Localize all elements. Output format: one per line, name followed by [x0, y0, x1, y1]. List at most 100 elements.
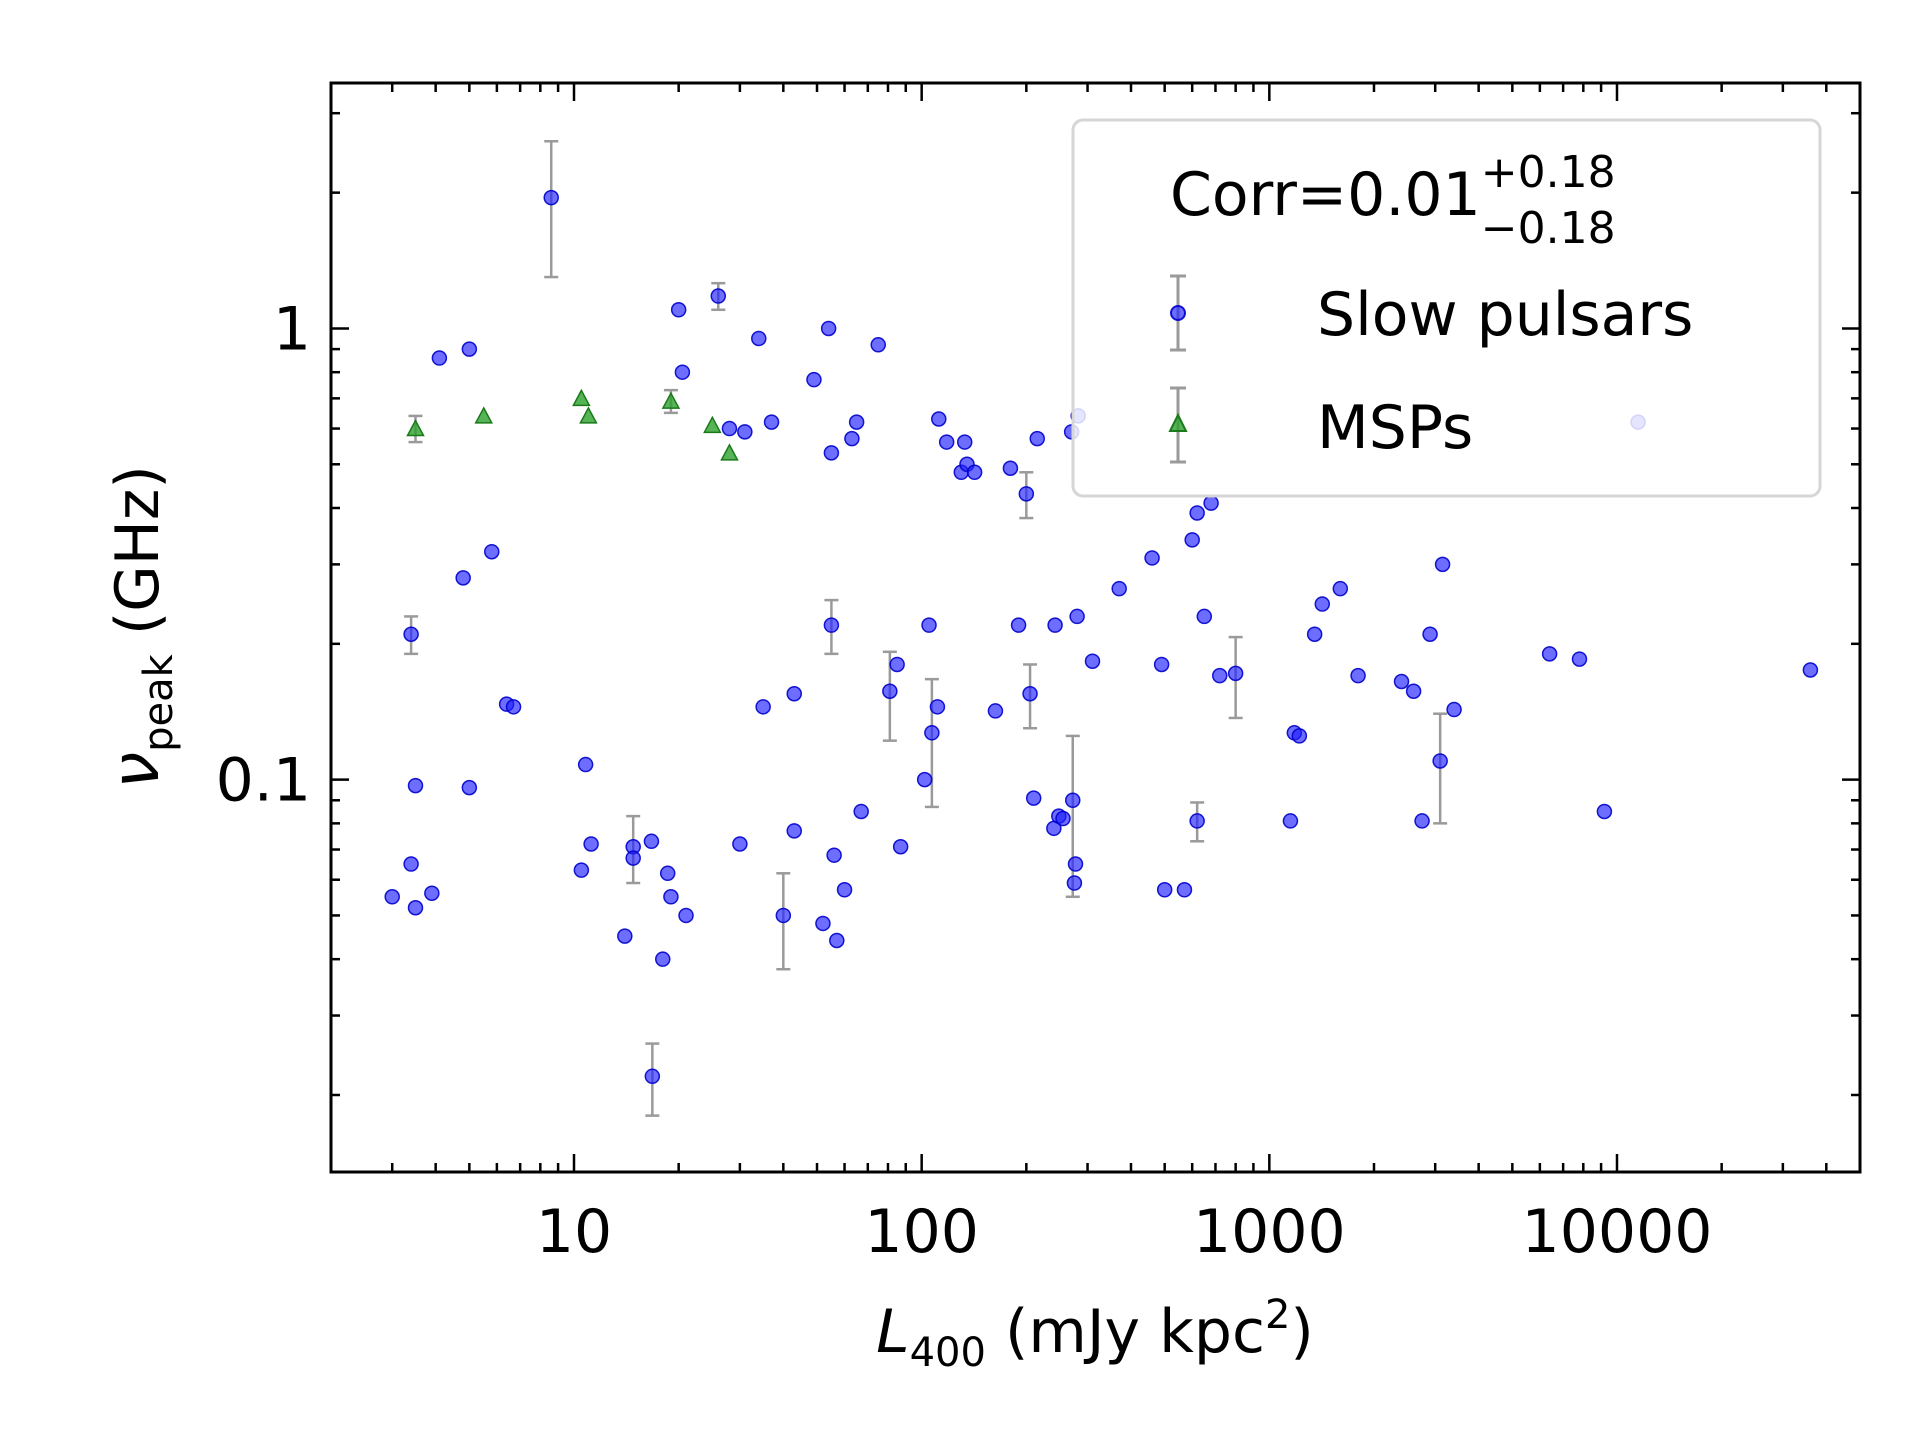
slow-pulsar-point [826, 847, 842, 863]
msp-point [720, 443, 739, 461]
slow-pulsar-point [987, 703, 1004, 719]
legend-entry-msps: MSPs [1168, 386, 1473, 464]
slow-pulsar-point [1211, 667, 1228, 684]
slow-pulsar-point [1306, 626, 1323, 643]
slow-pulsar-point [1069, 608, 1085, 625]
slow-pulsar-point [625, 850, 641, 866]
legend-box [1071, 118, 1822, 498]
slow-pulsar-point [956, 434, 973, 450]
legend-marker-msp [1168, 412, 1188, 432]
slow-pulsar-point [1203, 495, 1219, 511]
slow-pulsar-point [836, 882, 853, 898]
slow-pulsar-point [505, 699, 522, 715]
legend-label-msps: MSPs [1317, 393, 1473, 463]
slow-pulsar-point [407, 900, 424, 916]
slow-pulsar-point [674, 364, 691, 380]
slow-pulsar-point [1111, 580, 1127, 597]
slow-pulsar-point [806, 371, 822, 388]
msp-point [406, 418, 425, 437]
slow-pulsar-point [1422, 626, 1438, 643]
msp-point [579, 406, 598, 424]
slow-pulsar-point [1084, 653, 1101, 669]
slow-pulsar-point [583, 836, 599, 852]
slow-pulsar-point [786, 823, 802, 839]
slow-pulsar-point [823, 445, 840, 461]
slow-pulsar-point [755, 699, 771, 715]
x-tick-label: 100 [864, 1197, 979, 1267]
y-tick-label: 0.1 [216, 746, 311, 816]
slow-pulsar-point [670, 302, 687, 318]
slow-pulsar-point [710, 288, 727, 304]
slow-pulsar-point [1176, 882, 1193, 898]
slow-pulsar-point [424, 885, 440, 901]
slow-pulsar-point [820, 320, 837, 337]
slow-pulsar-point [1314, 596, 1331, 612]
slow-pulsar-point [678, 907, 694, 924]
slow-pulsar-point [775, 907, 792, 924]
slow-pulsar-point [1350, 667, 1366, 684]
slow-pulsar-point [1010, 617, 1027, 633]
x-tick-label: 10000 [1522, 1197, 1713, 1267]
slow-pulsar-point [844, 430, 860, 447]
slow-pulsar-point [1144, 550, 1160, 566]
slow-pulsar-point [1541, 646, 1558, 662]
slow-pulsar-point [1196, 608, 1213, 625]
slow-pulsar-point [721, 420, 738, 437]
msp-point [474, 406, 493, 424]
axis-ticks: 10 100 1000 10000 0.1 1 [216, 83, 1862, 1267]
slow-pulsar-point [1332, 580, 1349, 597]
slow-pulsar-point [1029, 430, 1045, 447]
slow-pulsar-point [1802, 662, 1819, 678]
slow-pulsar-point [455, 570, 471, 586]
slow-pulsar-point [1025, 790, 1042, 806]
slow-pulsar-point [1047, 617, 1063, 633]
slow-pulsar-point [1596, 803, 1613, 820]
slow-pulsar-point [1405, 683, 1422, 700]
slow-pulsar-point [1282, 813, 1299, 829]
msp-point [661, 391, 681, 409]
slow-pulsar-point [484, 543, 500, 560]
slow-pulsar-point [1184, 532, 1200, 548]
slow-pulsar-point [737, 424, 753, 440]
slow-pulsar-point [1189, 813, 1205, 829]
slow-pulsar-point [966, 464, 983, 481]
slow-pulsar-point [889, 656, 905, 673]
slow-pulsar-point [659, 865, 676, 882]
correlation-annotation: Corr=0.01+0.18 −0.18 [1170, 147, 1616, 254]
slow-pulsar-point [1432, 753, 1448, 769]
msp-point [572, 388, 591, 407]
slow-pulsar-point [1018, 486, 1035, 502]
slow-pulsar-point [1153, 656, 1170, 673]
slow-pulsar-point [403, 856, 419, 872]
legend-label-slow-pulsars: Slow pulsars [1317, 280, 1693, 350]
slow-pulsar-point [384, 889, 400, 905]
msp-point [703, 415, 722, 434]
slow-pulsar-point [823, 617, 840, 633]
slow-pulsar-point [1055, 810, 1071, 827]
slow-pulsar-point [1156, 882, 1173, 898]
legend: Corr=0.01+0.18 −0.18 Slow pulsars MSPs [1071, 118, 1822, 498]
slow-pulsar-point [786, 686, 802, 702]
plot-area [329, 81, 1862, 1174]
slow-pulsar-point [655, 951, 671, 967]
slow-pulsar-point [431, 350, 448, 366]
slow-pulsar-point [1065, 792, 1081, 809]
slow-pulsar-point [848, 414, 865, 430]
legend-marker-slow [1170, 305, 1186, 321]
slow-pulsar-point [1067, 856, 1084, 872]
slow-pulsar-point [921, 617, 937, 633]
slow-pulsar-point [403, 626, 419, 643]
slow-pulsar-point [763, 414, 780, 430]
slow-pulsar-point [577, 756, 594, 773]
slow-pulsar-point [407, 777, 424, 794]
slow-pulsar-point [1189, 505, 1205, 521]
slow-pulsar-point [938, 434, 955, 450]
slow-pulsar-point [931, 411, 947, 427]
x-axis-title: L400 (mJy kpc2) [876, 1292, 1314, 1376]
slow-pulsar-point [543, 189, 559, 206]
slow-pulsar-point [882, 683, 898, 700]
slow-pulsar-point [929, 699, 946, 715]
slow-pulsar-point [732, 836, 748, 852]
slow-pulsar-point [461, 341, 478, 357]
